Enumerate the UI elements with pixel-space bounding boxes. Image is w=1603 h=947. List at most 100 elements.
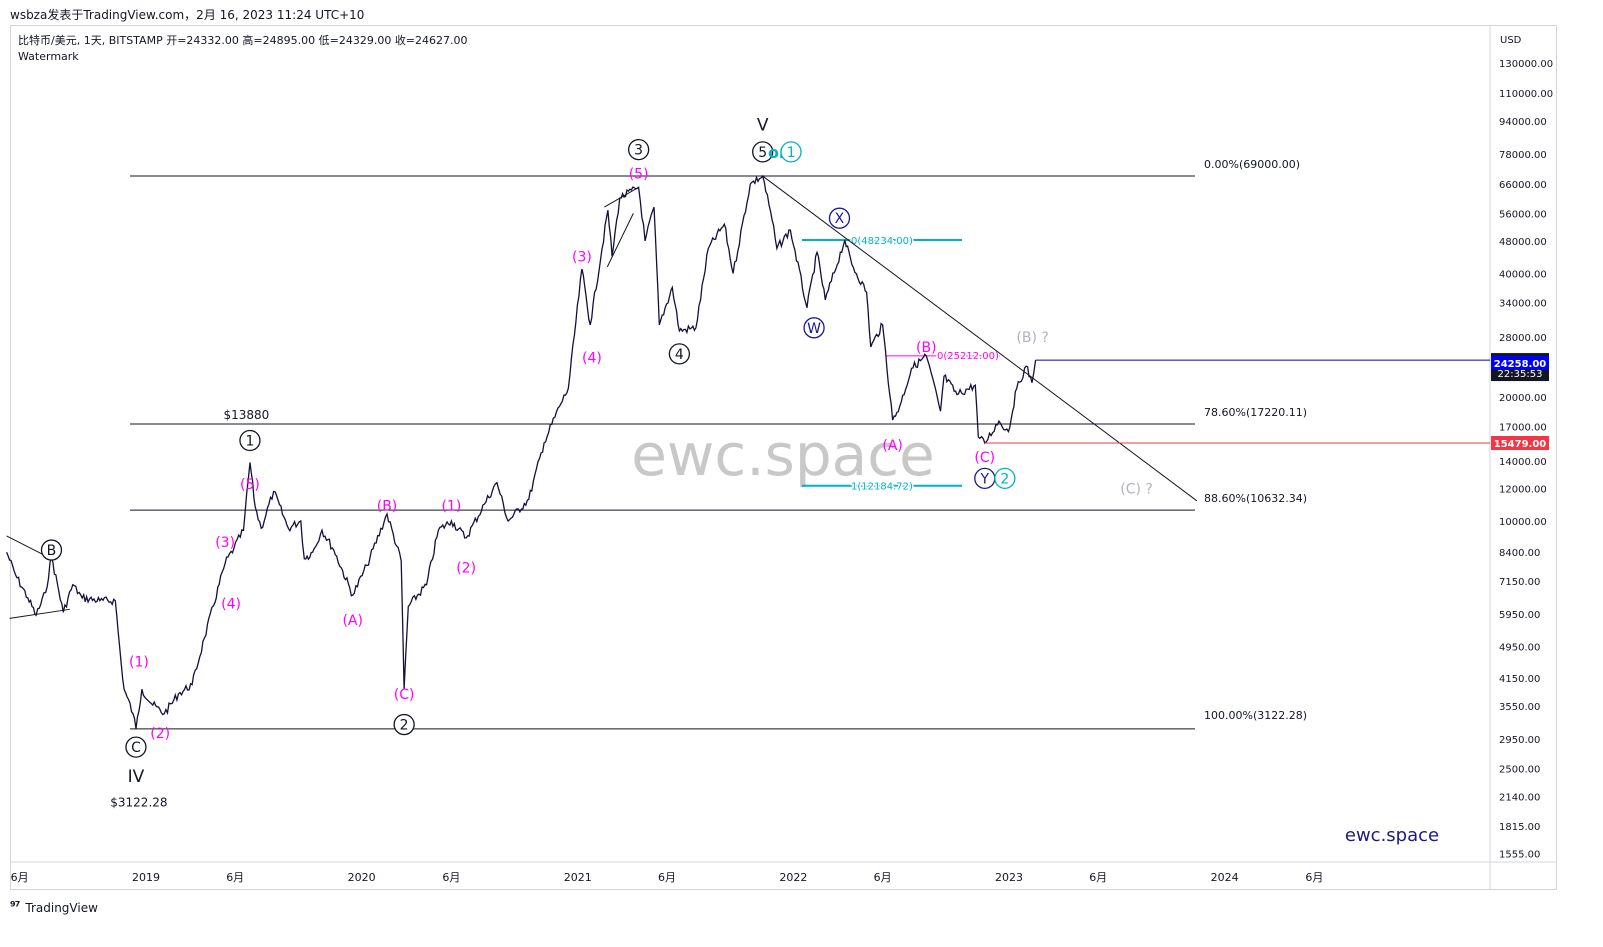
wave-label: (B) [377, 499, 398, 515]
chart-legend: 比特币/美元, 1天, BITSTAMP 开=24332.00 高=24895.… [18, 33, 468, 65]
wave-label: (2) [150, 726, 170, 742]
y-tick-label: 10000.00 [1499, 517, 1547, 528]
price-series-line [5, 174, 1037, 729]
footer-brand: TradingView [25, 900, 98, 915]
wave-label: (3) [215, 535, 235, 551]
open-value: 开=24332.00 [166, 34, 239, 47]
x-tick-label: 6月 [442, 871, 460, 884]
currency-label: USD [1500, 35, 1522, 46]
wave-circle-marker [668, 343, 691, 365]
price-tag-label: 15479.00 [1494, 439, 1547, 450]
wave-circle-marker [125, 736, 147, 758]
price-tag-bg [1491, 355, 1549, 370]
y-tick-label: 2950.00 [1499, 735, 1540, 746]
tradingview-logo-icon: ⁹⁷ [10, 900, 20, 915]
price-annotation: $13880 [224, 408, 270, 422]
cyan-fib-label: 1(12184.72) [851, 482, 913, 493]
x-tick-label: 6月 [11, 871, 29, 884]
wave-circle-label: 3 [634, 143, 643, 159]
wave-label: (5) [629, 166, 649, 182]
y-tick-label: 14000.00 [1499, 457, 1547, 468]
wave-label: (4) [582, 350, 602, 366]
wave-circle-label: 5 [758, 145, 767, 161]
wave-circle-label: Y [980, 471, 990, 487]
y-tick-label: 66000.00 [1499, 180, 1547, 191]
y-tick-label: 4150.00 [1499, 674, 1540, 685]
wave-circle-label: 2 [1000, 471, 1009, 487]
wave-roman-label: IV [128, 767, 145, 787]
wave-circle-label: 1 [787, 145, 796, 161]
center-watermark: ewc.space [631, 421, 935, 489]
wave-circle-marker [239, 429, 261, 452]
y-tick-label: 40000.00 [1499, 269, 1547, 280]
y-tick-label: 3550.00 [1499, 702, 1540, 713]
wave-label: (B) [916, 340, 937, 356]
wave-circle-marker [994, 467, 1016, 489]
x-tick-label: 2021 [564, 871, 592, 884]
wave-roman-label: V [757, 116, 769, 136]
footer: ⁹⁷ TradingView [10, 900, 98, 915]
y-tick-label: 12000.00 [1499, 484, 1547, 495]
wave-label: (3) [572, 249, 592, 265]
y-tick-label: 7150.00 [1499, 577, 1540, 588]
wave-label: (A) [882, 438, 903, 454]
x-tick-label: 6月 [1089, 871, 1107, 884]
trend-line [762, 175, 1198, 502]
wave-label: (C) [974, 450, 995, 466]
chart-frame [10, 25, 1557, 890]
y-tick-label: 56000.00 [1499, 209, 1547, 220]
high-value: 高=24895.00 [242, 34, 316, 47]
trend-line [606, 213, 634, 268]
trend-line [6, 535, 43, 555]
low-value: 低=24329.00 [318, 34, 392, 47]
y-tick-label: 2500.00 [1499, 765, 1540, 776]
x-tick-label: 2024 [1211, 871, 1239, 884]
wave-circle-marker [40, 539, 63, 561]
wave-circle-label: 4 [675, 347, 684, 363]
y-tick-label: 94000.00 [1499, 117, 1547, 128]
wave-circle-marker [627, 138, 650, 161]
wave-circle-marker [803, 317, 825, 339]
trend-line [9, 608, 70, 619]
wave-label: (1) [441, 499, 461, 515]
fib-level-label: 0.00%(69000.00) [1204, 158, 1300, 171]
y-tick-label: 5950.00 [1499, 610, 1540, 621]
wave-label: (4) [221, 597, 241, 613]
wave-label: (1) [129, 655, 149, 671]
x-tick-label: 6月 [658, 871, 676, 884]
x-tick-label: 6月 [226, 871, 244, 884]
x-tick-label: 6月 [874, 871, 892, 884]
y-tick-label: 8400.00 [1499, 548, 1540, 559]
price-tag-label: 24258.00 [1494, 359, 1547, 370]
x-tick-label: 2020 [348, 871, 376, 884]
wave-circle-label: C [131, 740, 141, 756]
wave-circle-label: X [835, 211, 845, 227]
magenta-fib-label: 0(25212.00) [937, 351, 999, 362]
y-tick-label: 4950.00 [1499, 643, 1540, 654]
x-tick-label: 6月 [1305, 871, 1323, 884]
wave-circle-marker [393, 713, 415, 736]
watermark-label: Watermark [18, 50, 79, 63]
corner-watermark: ewc.space [1345, 825, 1439, 846]
wave-label: (C) [394, 687, 415, 703]
wave-circle-label: B [47, 543, 57, 559]
fib-level-label: 88.60%(10632.34) [1204, 492, 1307, 505]
y-tick-label: 17000.00 [1499, 422, 1547, 433]
fib-level-label: 78.60%(17220.11) [1204, 406, 1307, 419]
y-tick-label: 34000.00 [1499, 298, 1547, 309]
x-tick-label: 2023 [995, 871, 1023, 884]
wave-circle-label: 2 [400, 718, 409, 734]
y-tick-label: 1815.00 [1499, 822, 1540, 833]
x-tick-label: 2019 [132, 871, 160, 884]
y-tick-label: 1555.00 [1499, 849, 1540, 860]
y-tick-label: 20000.00 [1499, 393, 1547, 404]
price-tag-countdown: 22:35:53 [1498, 369, 1543, 380]
cyan-fib-label: 0(48234.00) [851, 236, 913, 247]
y-tick-label: 2140.00 [1499, 792, 1540, 803]
wave-label: (5) [240, 477, 260, 493]
price-annotation: $3122.28 [110, 795, 167, 809]
symbol-label: 比特币/美元, 1天, BITSTAMP [18, 34, 163, 47]
wave-circle-marker [828, 207, 851, 229]
publish-header: wsbza发表于TradingView.com，2月 16, 2023 11:2… [10, 8, 365, 22]
